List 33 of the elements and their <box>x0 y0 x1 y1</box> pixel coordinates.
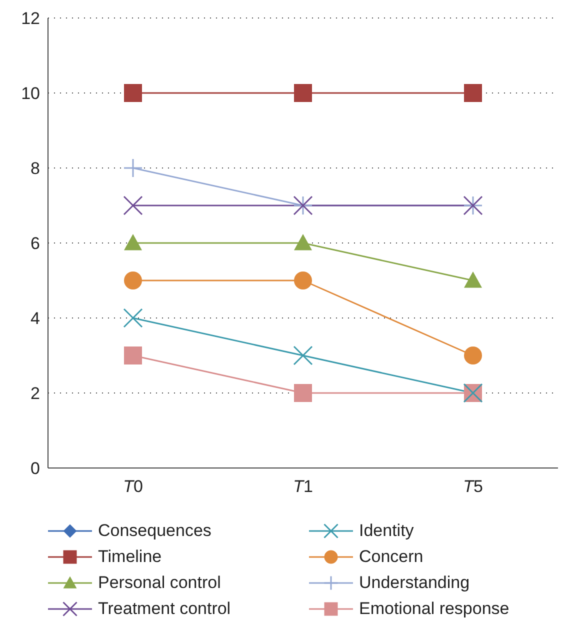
y-tick-label: 12 <box>21 9 40 28</box>
y-tick-label: 4 <box>30 309 40 328</box>
point <box>124 234 142 250</box>
point <box>464 346 482 364</box>
x-tick-label: T1 <box>293 477 313 496</box>
x-tick-label: T0 <box>123 477 143 496</box>
legend-label: Consequences <box>98 521 212 541</box>
legend-label: Timeline <box>98 547 162 567</box>
point <box>293 346 313 366</box>
point <box>124 346 142 364</box>
point <box>294 84 312 102</box>
point <box>123 196 143 216</box>
point <box>294 384 312 402</box>
point <box>124 272 142 290</box>
y-tick-label: 0 <box>30 459 40 478</box>
legend-label: Treatment control <box>98 599 231 619</box>
point <box>464 272 482 288</box>
legend-label: Concern <box>359 547 424 567</box>
point <box>294 234 312 250</box>
point <box>294 272 312 290</box>
y-tick-label: 8 <box>30 159 40 178</box>
legend-label: Emotional response <box>359 599 510 619</box>
x-tick-label: T5 <box>463 477 483 496</box>
y-tick-label: 2 <box>30 384 40 404</box>
point <box>123 308 143 328</box>
legend-label: Personal control <box>98 573 221 593</box>
legend-label: Identity <box>359 521 414 541</box>
legend-label: Understanding <box>359 573 470 593</box>
point <box>124 84 142 102</box>
y-tick-label: 6 <box>30 234 40 254</box>
y-tick-label: 10 <box>21 84 40 104</box>
point <box>464 84 482 102</box>
point <box>123 158 143 178</box>
